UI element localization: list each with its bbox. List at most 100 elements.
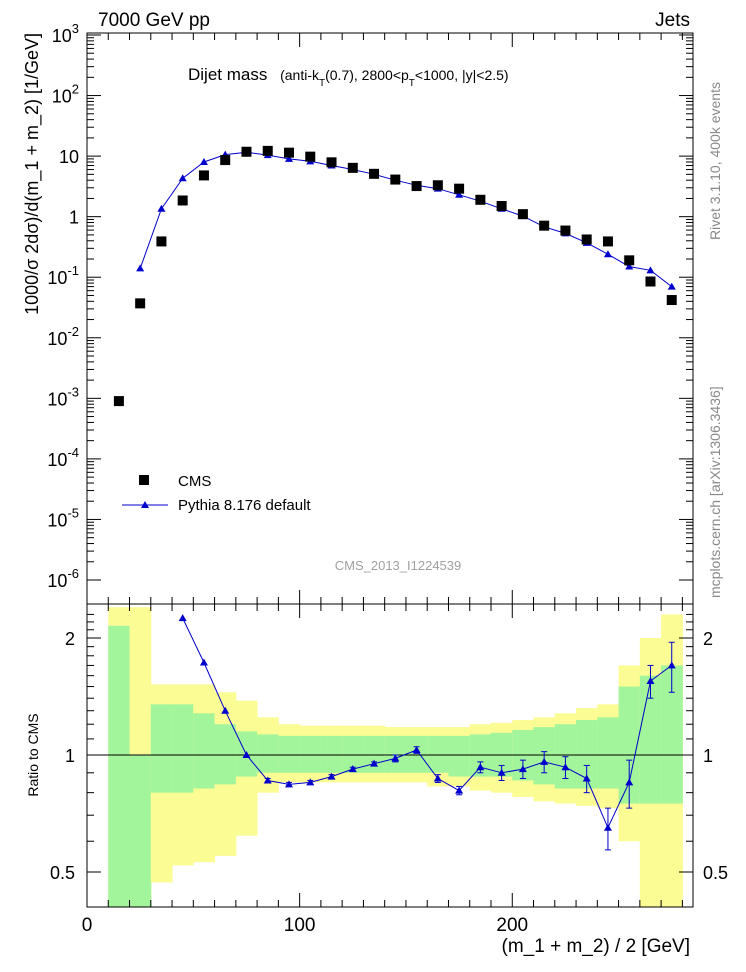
band-inner: [193, 713, 216, 789]
ratio-point: [476, 763, 485, 771]
ratio-y-axis-label: Ratio to CMS: [25, 713, 41, 796]
ratio-point: [370, 759, 379, 767]
ratio-point: [391, 754, 400, 762]
cms-point: [135, 298, 146, 309]
mc-point: [157, 204, 166, 212]
cms-point: [241, 146, 252, 157]
ratio-point: [497, 768, 506, 776]
band-inner: [448, 735, 471, 777]
mc-point: [285, 154, 293, 162]
title-sub-suffix: <1000, |y|<2.5): [415, 67, 509, 83]
title-sub-mid: (0.7), 2800<p: [325, 67, 409, 83]
ratio-point: [178, 614, 187, 622]
ratio-point: [327, 772, 336, 780]
mcplots-label: mcplots.cern.ch [arXiv:1306.3436]: [707, 386, 723, 598]
data-series: [113, 145, 677, 407]
cms-point: [581, 234, 592, 245]
ratio-point: [242, 751, 251, 758]
cms-point: [369, 168, 380, 179]
header-left: 7000 GeV pp: [98, 10, 210, 31]
band-inner: [405, 735, 428, 773]
ratio-point: [518, 765, 527, 773]
mc-point: [199, 157, 208, 165]
title-main: Dijet mass: [188, 65, 267, 84]
rivet-label: Rivet 3.1.10, 400k events: [707, 82, 723, 240]
header-right: Jets: [655, 10, 690, 31]
cms-point: [156, 236, 167, 247]
y-tick-label: 10: [59, 147, 79, 167]
ratio-point: [455, 786, 464, 794]
cms-point: [198, 170, 209, 181]
cms-point: [284, 147, 294, 158]
cms-point: [539, 220, 550, 231]
mc-point: [667, 282, 676, 290]
legend-mc-label: Pythia 8.176 default: [178, 497, 311, 514]
cms-point: [496, 201, 507, 212]
cms-point: [305, 151, 316, 162]
ratio-panel: 0.5 0.5 1 1 2 2 0 100 200: [50, 603, 728, 936]
title-sub-t: T: [319, 78, 325, 89]
cms-point: [560, 225, 571, 236]
x-tick-label: 100: [284, 915, 316, 936]
ratio-point: [306, 778, 315, 786]
legend-data-label: CMS: [178, 473, 211, 490]
ratio-series: [178, 614, 676, 851]
cms-point: [624, 255, 635, 266]
legend-mc-marker: [141, 501, 149, 508]
ratio-y-tick-label-right: 1: [703, 746, 713, 766]
main-frame: [86, 32, 694, 605]
ratio-y-tick-label: 0.5: [50, 863, 75, 883]
cms-point: [517, 209, 528, 220]
y-tick-label: 103: [52, 21, 79, 46]
ratio-point: [667, 661, 676, 669]
cms-point: [454, 183, 465, 194]
ratio-y-tick-label: 2: [65, 629, 75, 649]
title-sub-prefix: (anti-k: [280, 67, 320, 83]
cms-point: [220, 155, 231, 166]
y-tick-label: 10-5: [47, 505, 79, 530]
y-tick-label: 10-1: [47, 263, 79, 288]
ratio-tick-labels: 0.5 0.5 1 1 2 2 0 100 200: [50, 629, 728, 936]
y-tick-label: 10-2: [47, 324, 79, 349]
ratio-point: [221, 706, 230, 714]
watermark: CMS_2013_I1224539: [335, 558, 462, 573]
cms-point: [326, 157, 337, 168]
ratio-point: [561, 763, 570, 771]
y-tick-label: 1: [69, 208, 79, 228]
cms-point: [645, 276, 656, 287]
band-inner: [150, 704, 173, 793]
ratio-y-tick-label: 1: [65, 746, 75, 766]
band-inner: [363, 735, 386, 773]
x-axis-label: (m_1 + m_2) / 2 [GeV]: [502, 936, 691, 957]
band-inner: [278, 735, 301, 773]
cms-point: [177, 195, 188, 206]
band-inner: [214, 724, 237, 785]
x-tick-label: 200: [496, 915, 528, 936]
y-tick-label: 10-6: [47, 566, 79, 591]
band-inner: [257, 734, 279, 773]
ratio-y-tick-label-right: 2: [703, 629, 713, 649]
band-inner: [427, 735, 449, 773]
y-tick-label: 10-3: [47, 384, 79, 409]
legend: CMS Pythia 8.176 default: [122, 473, 311, 514]
band-inner: [129, 755, 152, 907]
y-tick-label: 102: [52, 82, 79, 107]
ratio-point: [412, 746, 421, 754]
cms-point: [666, 295, 677, 306]
mc-point: [455, 190, 464, 198]
ratio-point: [285, 780, 293, 788]
cms-point: [113, 396, 124, 407]
mc-point: [625, 262, 634, 270]
cms-point: [390, 174, 401, 185]
band-inner: [320, 735, 343, 773]
title-sub-t2: T: [409, 78, 415, 89]
ratio-point: [540, 757, 549, 765]
cms-point: [347, 162, 358, 173]
main-axis-ticks: [86, 33, 693, 604]
cms-point: [475, 194, 486, 205]
x-tick-label: 0: [82, 915, 93, 936]
mc-point: [136, 264, 145, 272]
ratio-point: [348, 765, 357, 773]
